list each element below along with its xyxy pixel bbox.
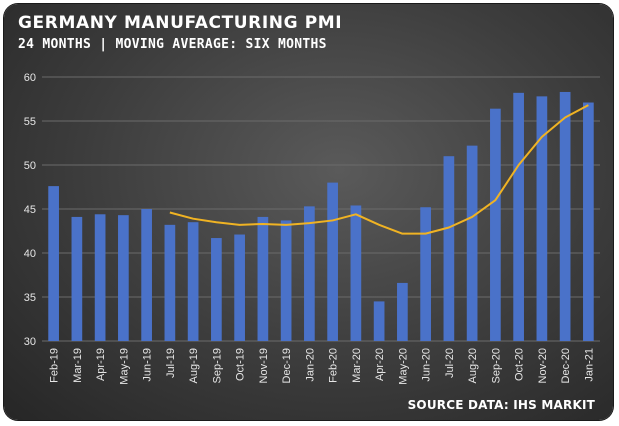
x-tick-label: May-20 <box>397 348 409 385</box>
x-tick-label: Mar-19 <box>72 348 84 383</box>
bar <box>234 234 245 341</box>
x-tick-label: Jun-19 <box>142 348 154 382</box>
bar <box>536 96 548 341</box>
bar <box>118 215 129 341</box>
bar <box>583 102 594 342</box>
x-tick-label: Nov-20 <box>537 348 549 383</box>
x-tick-label: Mar-20 <box>351 348 363 383</box>
bar-series <box>48 91 594 342</box>
x-tick-label: Oct-20 <box>514 348 526 381</box>
x-tick-label: Feb-19 <box>49 348 61 383</box>
x-tick-label: Feb-20 <box>328 348 340 383</box>
x-tick-label: Apr-19 <box>95 348 107 381</box>
x-tick-label: Jul-20 <box>444 348 456 378</box>
x-tick-label: Aug-20 <box>467 348 479 383</box>
y-tick-label: 35 <box>24 292 36 304</box>
moving-average-line <box>169 104 589 235</box>
bar <box>373 301 385 341</box>
moving-average-series <box>169 104 589 235</box>
bar <box>304 206 315 341</box>
bar <box>397 282 408 341</box>
bar <box>350 205 362 341</box>
bar <box>71 216 83 341</box>
y-tick-label: 45 <box>24 204 36 216</box>
bar <box>211 238 222 341</box>
chart-card: GERMANY MANUFACTURING PMI 24 MONTHS | MO… <box>4 4 613 420</box>
y-tick-label: 50 <box>24 160 36 172</box>
y-tick-label: 40 <box>24 248 36 260</box>
chart-title: GERMANY MANUFACTURING PMI <box>18 13 343 33</box>
y-axis-ticks: 30 35 40 45 50 55 60 <box>24 72 36 348</box>
x-tick-label: Sep-19 <box>211 348 223 383</box>
bar <box>420 207 431 341</box>
x-axis-ticks: Feb-19 Mar-19 Apr-19 May-19 Jun-19 Jul-19 Aug-… <box>49 348 596 385</box>
bar <box>466 145 478 341</box>
bar <box>257 216 269 341</box>
bar <box>164 224 176 341</box>
bar <box>327 182 338 341</box>
gridlines <box>42 76 600 342</box>
x-tick-label: Jan-21 <box>583 348 595 382</box>
bar <box>443 156 455 341</box>
x-tick-label: Apr-20 <box>374 348 386 381</box>
x-tick-label: Oct-19 <box>235 348 247 381</box>
bar <box>559 91 571 342</box>
chart-plot: 30 35 40 45 50 55 60 Feb-19 Mar-19 Apr-19 May-19 J… <box>24 72 600 385</box>
x-tick-label: Aug-19 <box>188 348 200 383</box>
bar <box>141 209 152 341</box>
bar <box>490 108 501 342</box>
x-tick-label: May-19 <box>118 348 130 385</box>
bar <box>94 214 106 341</box>
bar <box>48 186 59 341</box>
y-tick-label: 55 <box>24 116 36 128</box>
bar <box>187 222 199 341</box>
bar <box>513 92 524 341</box>
x-tick-label: Nov-19 <box>258 348 270 383</box>
x-tick-label: Sep-20 <box>490 348 502 383</box>
chart-subtitle: 24 MONTHS | MOVING AVERAGE: SIX MONTHS <box>18 37 327 52</box>
bar <box>280 220 292 341</box>
source-note: SOURCE DATA: IHS MARKIT <box>407 398 595 412</box>
x-tick-label: Jun-20 <box>421 348 433 382</box>
x-tick-label: Jul-19 <box>165 348 177 378</box>
x-tick-label: Jan-20 <box>304 348 316 382</box>
x-tick-label: Dec-19 <box>281 348 293 383</box>
y-tick-label: 60 <box>24 72 36 84</box>
x-tick-label: Dec-20 <box>560 348 572 383</box>
y-tick-label: 30 <box>24 336 36 348</box>
